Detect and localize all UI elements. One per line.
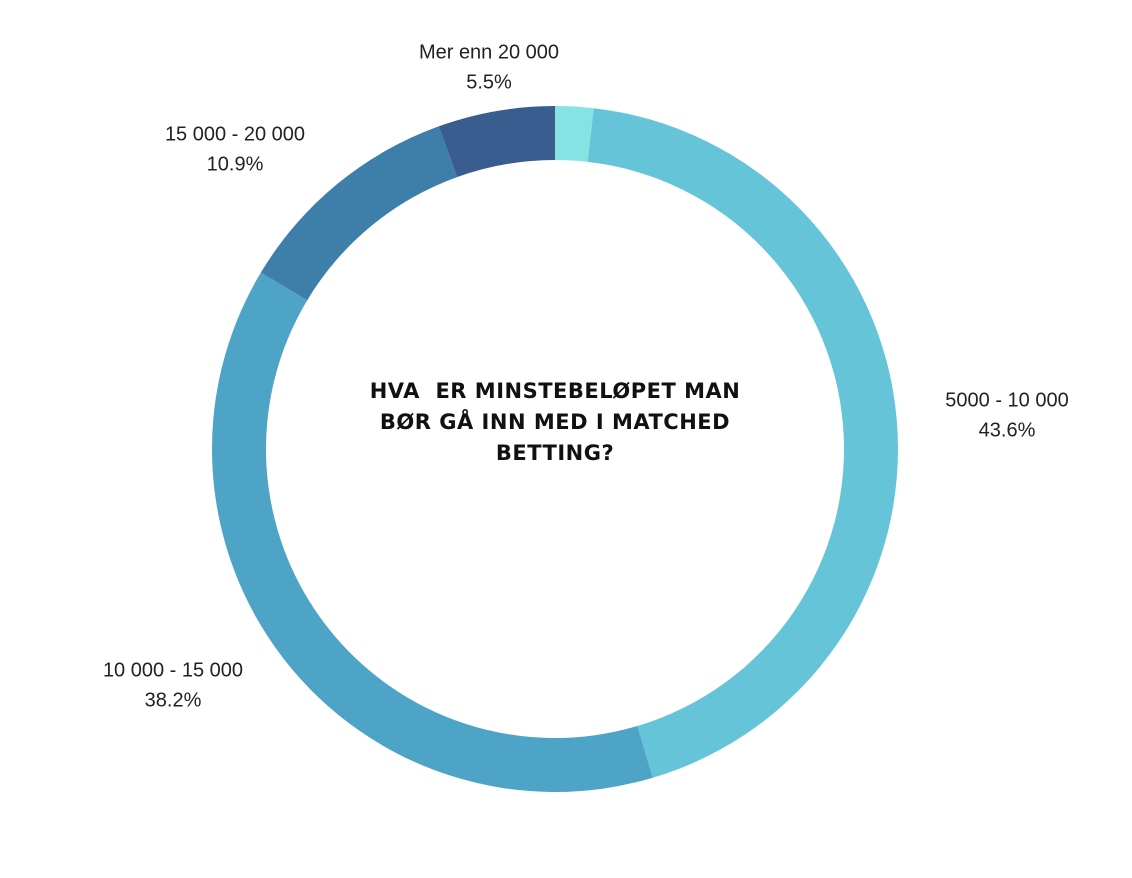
value-label: 43.6% [979, 419, 1036, 441]
donut-segment [438, 106, 555, 178]
segment-label: Mer enn 20 000 [419, 41, 559, 63]
donut-segment [260, 126, 458, 301]
value-label: 5.5% [466, 71, 512, 93]
donut-segment [555, 106, 594, 162]
chart-title: HVA ER MINSTEBELØPET MAN BØR GÅ INN MED … [369, 379, 749, 465]
donut-segment [212, 272, 653, 792]
segment-label: 15 000 - 20 000 [165, 123, 305, 145]
value-label: 10.9% [207, 153, 264, 175]
donut-segment [587, 108, 899, 778]
segment-label: 5000 - 10 000 [945, 389, 1068, 411]
segment-label: 10 000 - 15 000 [103, 659, 243, 681]
value-label: 38.2% [145, 689, 202, 711]
